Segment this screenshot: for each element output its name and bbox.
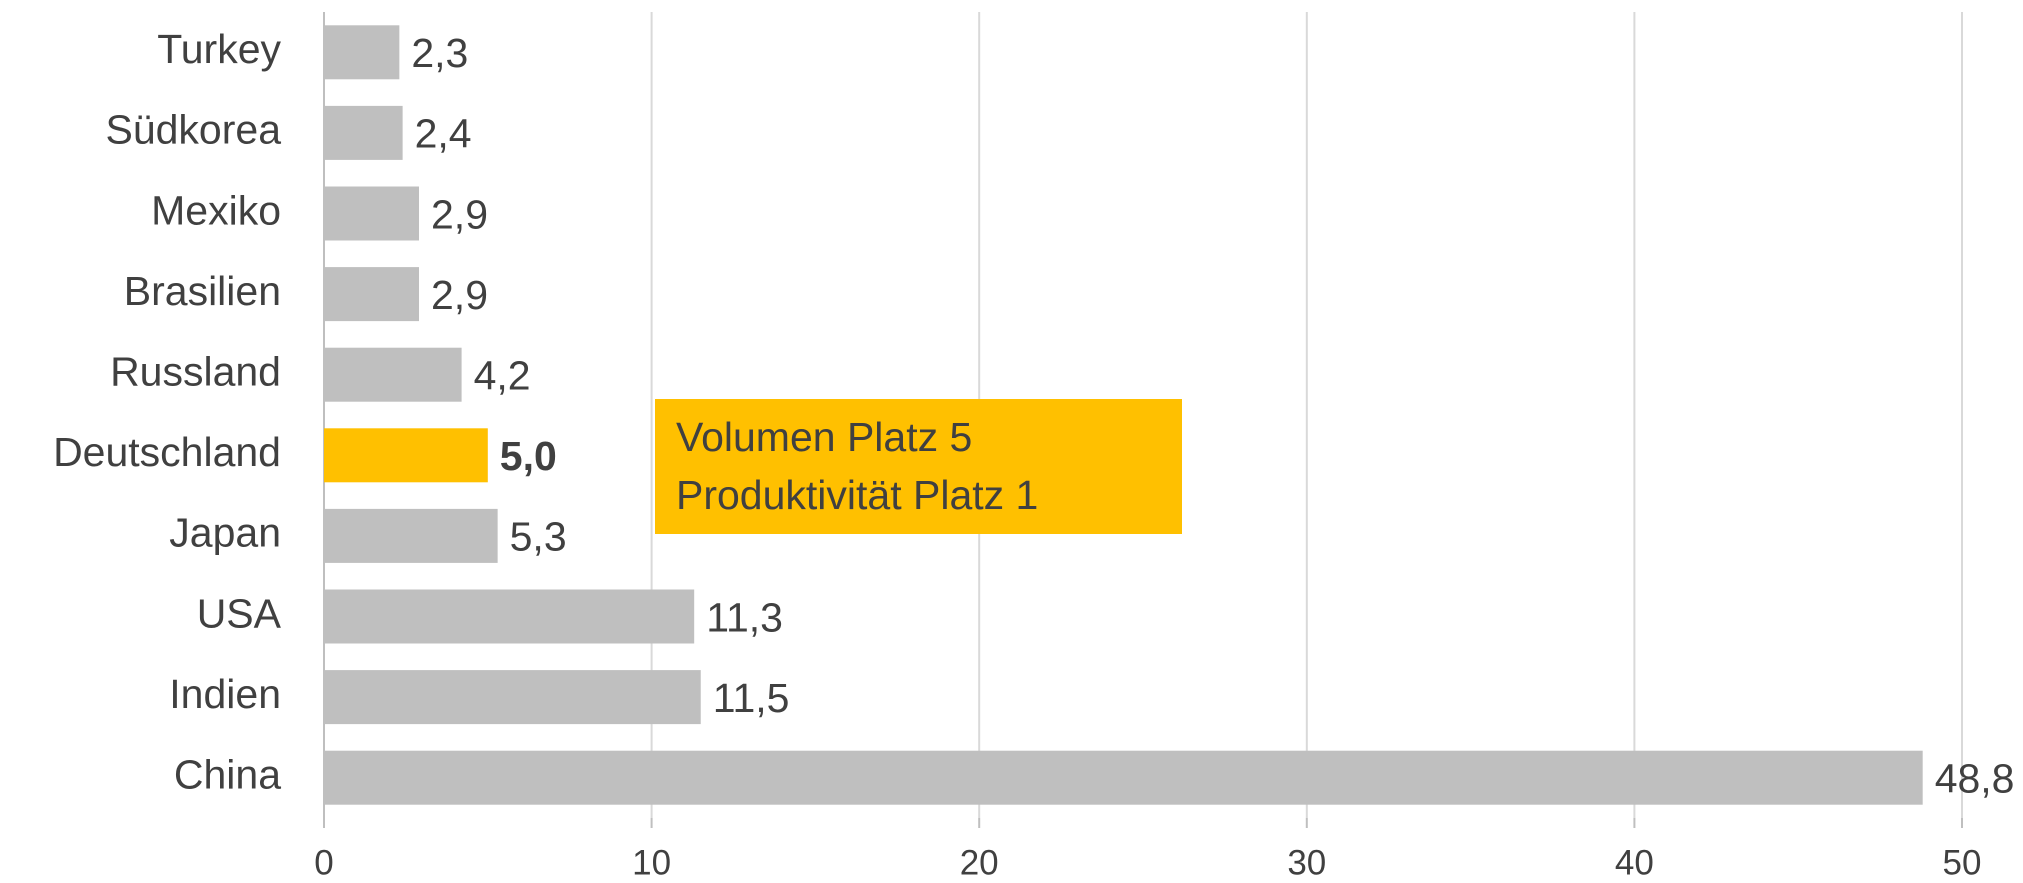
- x-tick-label: 10: [632, 843, 671, 882]
- category-label: Deutschland: [53, 429, 281, 475]
- value-label: 2,3: [411, 30, 468, 76]
- category-label: Mexiko: [151, 187, 281, 233]
- category-label: Japan: [169, 510, 281, 556]
- bar: [324, 750, 1923, 805]
- bar: [324, 25, 400, 80]
- bar: [324, 267, 420, 322]
- bar: [324, 508, 498, 563]
- x-tick-label: 30: [1287, 843, 1326, 882]
- category-label: China: [174, 752, 281, 798]
- value-label: 4,2: [474, 353, 531, 399]
- annotation-text: Produktivität Platz 1: [676, 472, 1038, 518]
- x-tick-label: 50: [1943, 843, 1982, 882]
- annotation-text: Volumen Platz 5: [676, 414, 972, 460]
- bar: [324, 105, 403, 160]
- x-tick-label: 0: [314, 843, 333, 882]
- value-label: 2,9: [431, 191, 488, 237]
- category-label: Turkey: [157, 26, 281, 72]
- category-label: Indien: [169, 671, 281, 717]
- category-label: Russland: [110, 349, 281, 395]
- bar: [324, 670, 701, 725]
- value-label: 5,0: [500, 433, 557, 479]
- value-label: 48,8: [1935, 756, 2015, 802]
- value-label: 11,3: [706, 594, 783, 640]
- category-label: Südkorea: [105, 107, 281, 153]
- value-label: 5,3: [510, 514, 567, 560]
- bar: [324, 589, 695, 644]
- bar: [324, 428, 488, 483]
- value-label: 2,4: [415, 111, 472, 157]
- x-tick-label: 40: [1615, 843, 1654, 882]
- value-label: 2,9: [431, 272, 488, 318]
- category-label: USA: [197, 590, 282, 636]
- annotation-box: [655, 399, 1182, 534]
- bar: [324, 347, 462, 402]
- bar: [324, 186, 420, 241]
- value-label: 11,5: [713, 675, 790, 721]
- category-label: Brasilien: [124, 268, 281, 314]
- x-tick-label: 20: [960, 843, 999, 882]
